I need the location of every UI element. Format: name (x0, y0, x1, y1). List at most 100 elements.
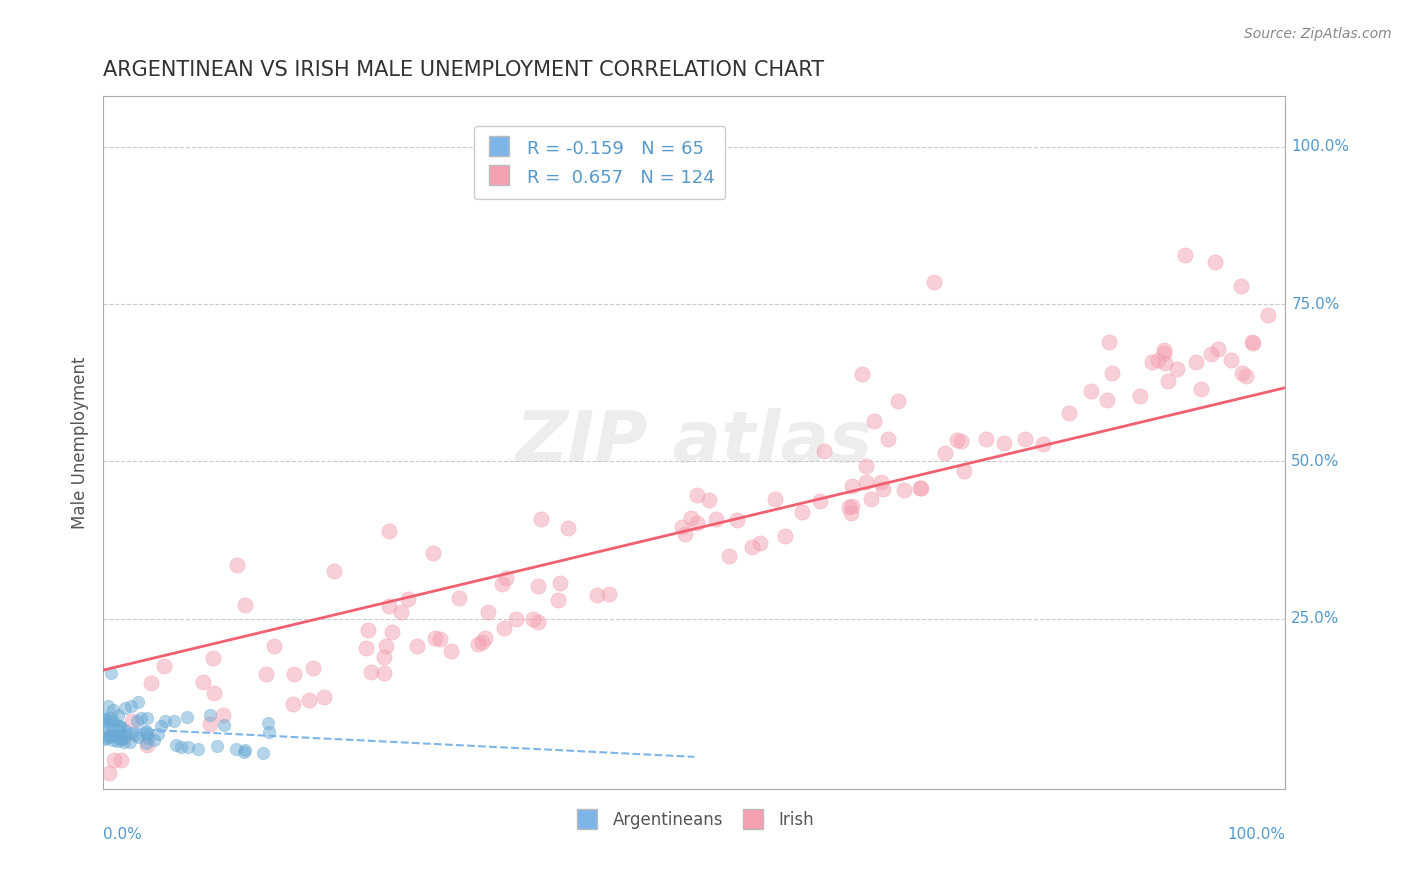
Point (1243, 335, 1265, 350)
Point (1154, 356, 1177, 370)
Point (908, 481, 931, 495)
Point (863, 414, 886, 428)
Point (679, 511, 702, 525)
Point (718, 549, 741, 563)
Point (378, 524, 401, 539)
Point (522, 612, 544, 626)
Point (1234, 368, 1257, 383)
Point (1059, 406, 1081, 420)
Point (405, 639, 427, 653)
Point (146, 727, 169, 741)
Point (98, 730, 121, 744)
Text: 50.0%: 50.0% (1291, 454, 1340, 469)
Point (1098, 334, 1121, 349)
Point (373, 650, 395, 665)
Point (110, 719, 132, 733)
Point (860, 491, 883, 506)
Point (1095, 392, 1118, 407)
Point (1189, 382, 1212, 396)
Point (1166, 362, 1188, 376)
Point (808, 494, 831, 508)
Legend: Argentineans, Irish: Argentineans, Irish (568, 805, 821, 836)
Point (110, 753, 132, 767)
Point (1257, 308, 1279, 322)
Point (101, 703, 124, 717)
Point (101, 732, 124, 747)
Point (841, 499, 863, 513)
Text: 100.0%: 100.0% (1227, 827, 1285, 842)
Point (212, 707, 235, 722)
Point (298, 693, 321, 707)
Point (1204, 255, 1226, 269)
Point (232, 745, 254, 759)
Point (111, 731, 134, 746)
Point (1156, 374, 1178, 388)
Point (118, 735, 141, 749)
Point (254, 667, 277, 681)
Point (198, 716, 221, 731)
Point (887, 393, 910, 408)
Point (440, 644, 463, 658)
Point (107, 708, 129, 723)
Point (283, 697, 305, 711)
Point (893, 483, 915, 497)
Point (855, 459, 877, 474)
Point (235, 743, 257, 757)
Point (141, 676, 163, 690)
Y-axis label: Male Unemployment: Male Unemployment (72, 356, 89, 529)
Point (94, 731, 117, 745)
Point (111, 730, 134, 744)
Text: 0.0%: 0.0% (103, 827, 142, 842)
Point (422, 546, 444, 560)
Point (312, 690, 335, 705)
Point (1129, 389, 1152, 403)
Point (114, 723, 136, 738)
Point (748, 536, 770, 550)
Point (1153, 343, 1175, 357)
Point (725, 513, 748, 527)
Point (1206, 342, 1229, 356)
Point (112, 735, 135, 749)
Point (136, 731, 159, 746)
Point (557, 521, 579, 535)
Point (135, 736, 157, 750)
Point (100, 711, 122, 725)
Point (176, 710, 198, 724)
Point (165, 738, 187, 752)
Point (94, 732, 117, 747)
Point (492, 621, 515, 635)
Point (686, 488, 709, 502)
Point (1014, 432, 1036, 446)
Text: 25.0%: 25.0% (1291, 611, 1340, 626)
Point (598, 587, 620, 601)
Point (121, 726, 143, 740)
Point (373, 666, 395, 681)
Point (124, 728, 146, 742)
Text: 75.0%: 75.0% (1291, 296, 1340, 311)
Point (673, 526, 696, 541)
Point (96, 725, 118, 739)
Point (993, 436, 1015, 450)
Point (263, 639, 285, 653)
Point (841, 479, 863, 493)
Point (114, 701, 136, 715)
Point (115, 727, 138, 741)
Point (1101, 366, 1123, 380)
Point (838, 500, 860, 515)
Point (121, 714, 143, 728)
Point (851, 367, 873, 381)
Point (150, 719, 173, 733)
Point (922, 275, 945, 289)
Point (530, 512, 553, 526)
Point (360, 665, 382, 679)
Point (225, 741, 247, 756)
Point (101, 723, 124, 737)
Point (101, 719, 124, 733)
Point (96, 698, 118, 713)
Point (423, 632, 446, 646)
Point (477, 605, 499, 619)
Point (129, 711, 152, 725)
Point (471, 635, 494, 649)
Point (283, 666, 305, 681)
Point (505, 612, 527, 626)
